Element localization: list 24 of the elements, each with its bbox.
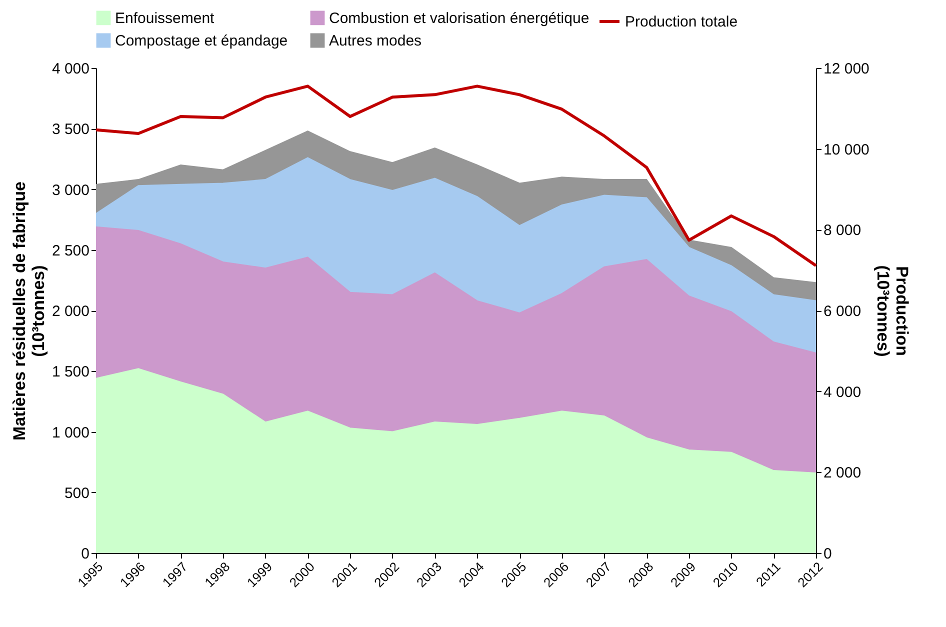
y-tick-label: 1 000 (52, 424, 90, 442)
y-tick-label: 0 (81, 546, 90, 562)
legend-label: Combustion et valorisation énergétique (329, 10, 590, 27)
y-tick-label: 1 500 (52, 364, 90, 381)
y-tick-label: 2 500 (52, 242, 90, 260)
legend-label: Production totale (625, 14, 738, 30)
y2-tick-label: 6 000 (824, 303, 862, 320)
y-tick-label: 3 500 (52, 121, 90, 138)
y-tick-label: 2 000 (52, 303, 90, 320)
y2-axis-title: Production (10³tonnes) (873, 265, 912, 357)
legend-label: Autres modes (329, 32, 422, 50)
y2-tick-label: 12 000 (824, 60, 870, 78)
y-axis-title: Matières résiduelles de fabrique (10³tonnes) (10, 182, 48, 440)
y2-tick-label: 10 000 (824, 141, 870, 158)
line-series (94, 84, 818, 268)
legend-label: Compostage et épandage (115, 32, 288, 50)
y2-tick-label: 8 000 (824, 222, 862, 240)
y-tick-label: 4 000 (52, 60, 90, 78)
y-tick-label: 3 000 (52, 182, 90, 199)
y2-tick-label: 4 000 (824, 384, 862, 401)
y2-tick-label: 0 (824, 546, 832, 562)
legend-label: Enfouissement (115, 10, 216, 27)
y-tick-label: 500 (64, 484, 90, 502)
y2-tick-label: 2 000 (824, 464, 862, 482)
